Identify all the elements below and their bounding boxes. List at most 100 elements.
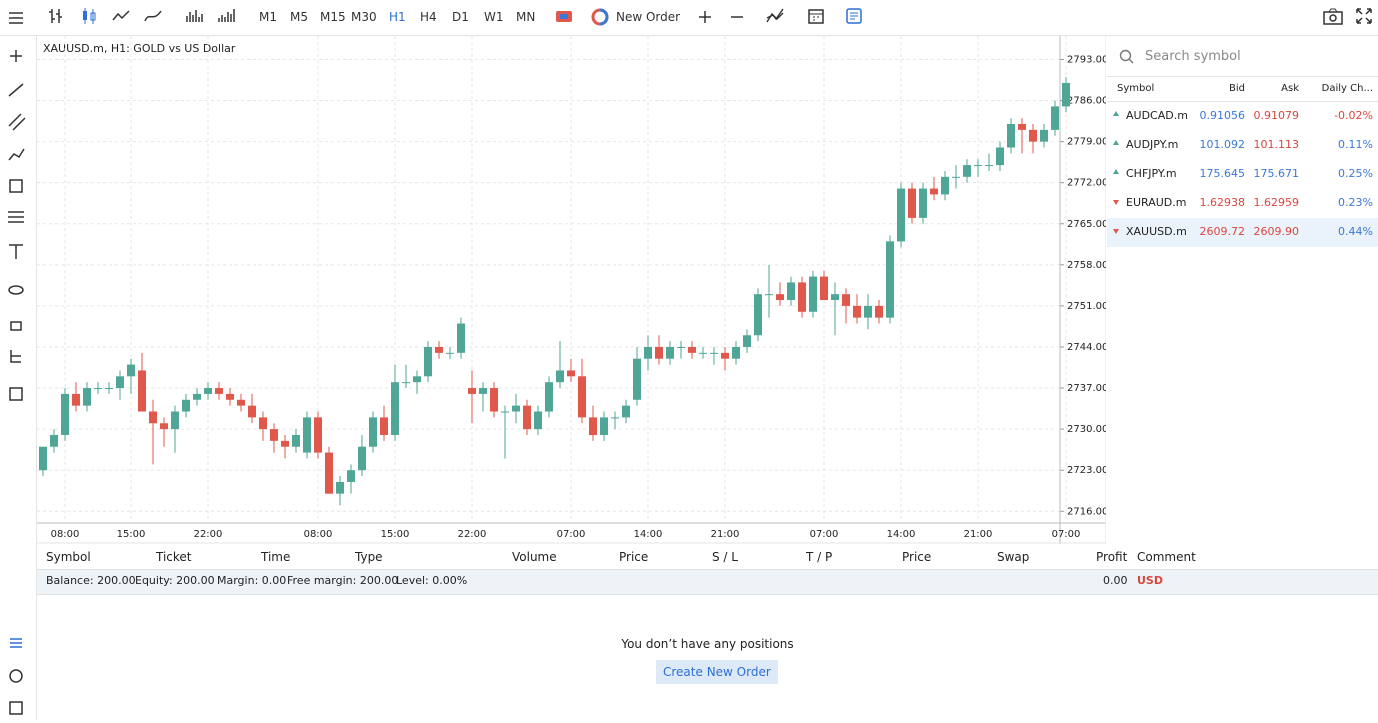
x-tick-label: 14:00 [887,529,916,540]
area-icon[interactable] [143,6,163,26]
candle-body [446,352,454,354]
bar-chart-icon[interactable] [46,6,66,26]
candle-body [1007,124,1015,148]
timeframe-button[interactable]: H4 [420,10,437,24]
volume-icon[interactable] [184,6,204,26]
candle-body [435,346,443,353]
watchlist-row[interactable]: AUDJPY.m 101.092 101.113 0.11% [1107,131,1378,160]
candle-body [523,405,531,430]
ask: 1.62959 [1253,196,1300,209]
candle-body [666,346,674,359]
watchlist-header: Daily Ch... [1321,83,1373,94]
x-tick-label: 21:00 [711,529,740,540]
candle-body [457,323,465,353]
create-order-button[interactable]: Create New Order [656,660,778,684]
line-tool[interactable] [8,83,24,97]
menu-icon[interactable] [6,8,26,28]
zoom-out[interactable] [728,8,746,26]
candle-body [809,276,817,312]
new-order-icon[interactable] [591,8,609,26]
watchlist-header: Bid [1229,83,1245,94]
candle-body [996,147,1004,166]
timeframe-button[interactable]: MN [516,10,536,24]
timeframe-button[interactable]: M1 [259,10,277,24]
search-input[interactable]: Search symbol [1145,49,1241,64]
direction-arrow [1113,111,1119,116]
candle-body [875,305,883,318]
indicators-icon[interactable] [765,6,785,26]
screenshot-icon[interactable] [1322,6,1344,26]
new-order-button[interactable]: New Order [616,10,681,24]
candle-body [347,470,355,482]
y-tick-label: 2793.00 [1067,54,1106,65]
positions-header: Swap [997,550,1030,564]
trade-tab[interactable] [10,638,22,648]
news-icon[interactable] [844,6,864,26]
timeframe-button[interactable]: M5 [290,10,308,24]
watchlist: Search symbol Symbol Bid Ask Daily Ch... AUD… [1107,36,1378,544]
watchlist-row[interactable]: AUDCAD.m 0.91056 0.91079 -0.02% [1107,102,1378,131]
crosshair-tool[interactable] [10,50,22,62]
candle-body [479,388,487,394]
candle-body [303,417,311,453]
candle-body [424,346,432,377]
y-tick-label: 2730.00 [1067,424,1106,435]
watchlist-row[interactable]: CHFJPY.m 175.645 175.671 0.25% [1107,160,1378,189]
candle-icon[interactable] [79,6,99,26]
objects-tool[interactable] [10,350,21,363]
positions-header: Profit [1096,550,1128,564]
watchlist-row[interactable]: XAUUSD.m 2609.72 2609.90 0.44% [1107,218,1378,247]
watchlist-header: Symbol [1117,83,1155,94]
timeframe-button[interactable]: H1 [389,10,406,24]
candle-body [182,399,190,412]
fullscreen-icon[interactable] [1355,7,1373,25]
timeframe-button[interactable]: M30 [351,10,377,24]
candle-body [677,346,685,348]
candle-body [567,370,575,377]
lock-tool[interactable] [10,321,22,331]
shape-tool[interactable] [9,179,23,193]
candle-body [611,417,619,419]
line-icon[interactable] [111,6,131,26]
chart-title: XAUUSD.m, H1: GOLD vs US Dollar [43,42,236,55]
positions-header: Price [902,550,932,564]
symbol: XAUUSD.m [1126,225,1187,238]
x-tick-label: 15:00 [117,529,146,540]
candle-body [314,417,322,453]
journal-tab[interactable] [9,701,23,715]
candle-body [655,346,663,359]
y-tick-label: 2744.00 [1067,342,1106,353]
candle-body [974,165,982,167]
candle-body [1029,129,1037,142]
candle-body [787,282,795,301]
candle-body [292,434,300,447]
zoom-in[interactable] [696,8,714,26]
symbol: AUDJPY.m [1126,138,1179,151]
channel-tool[interactable] [8,113,26,131]
candle-body [853,305,861,318]
fib-tool[interactable] [8,148,25,161]
history-tab[interactable] [9,669,23,683]
candle-body [721,352,729,359]
watchlist-row[interactable]: EURAUD.m 1.62938 1.62959 0.23% [1107,189,1378,218]
layers-tool[interactable] [9,387,23,401]
text-tool[interactable] [9,244,23,259]
timeframe-button[interactable]: M15 [320,10,346,24]
visibility-tool[interactable] [8,285,24,295]
tick-icon[interactable] [216,6,236,26]
calendar-icon[interactable] [806,6,826,26]
one-click-icon[interactable] [555,8,573,26]
candle-body [1018,124,1026,130]
candle-body [391,382,399,435]
timeframe-button[interactable]: W1 [484,10,504,24]
y-tick-label: 2737.00 [1067,383,1106,394]
candle-body [237,399,245,406]
candle-body [94,388,102,390]
drawing-tools [8,50,26,715]
timeframe-button[interactable]: D1 [452,10,469,24]
candle-body [1040,129,1048,142]
ask: 2609.90 [1253,225,1300,238]
positions-header: Ticket [156,550,192,564]
gann-tool[interactable] [8,211,24,223]
